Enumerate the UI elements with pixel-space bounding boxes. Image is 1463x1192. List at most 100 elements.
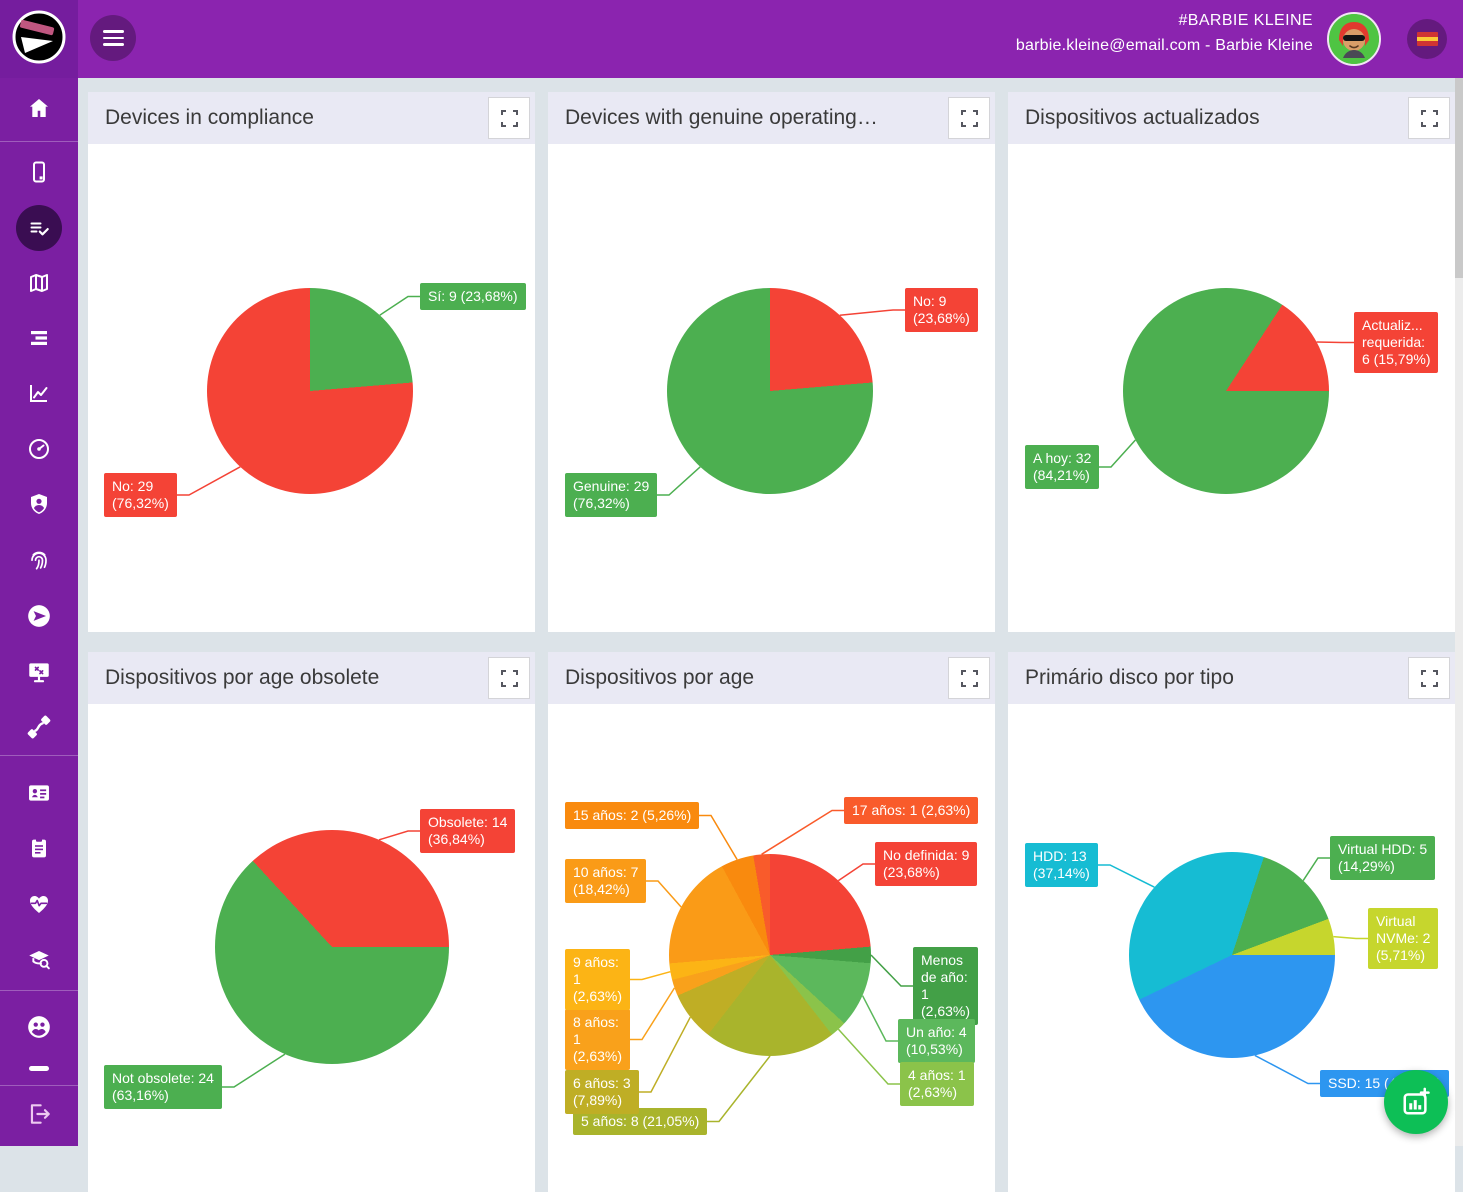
avatar[interactable]: [1327, 12, 1381, 66]
audit-search-icon: [29, 950, 50, 970]
card-title: Devices with genuine operating…: [565, 106, 878, 129]
fullscreen-icon: [960, 109, 978, 127]
expand-button[interactable]: [1408, 97, 1450, 139]
card-header: Primário disco por tipo: [1008, 652, 1455, 704]
app-logo[interactable]: [0, 0, 78, 78]
pandora-logo-icon: [12, 10, 66, 69]
slice-label: 10 años: 7 (18,42%): [565, 859, 647, 903]
card-age-obsolete: Dispositivos por age obsolete Obsolete: …: [88, 652, 535, 1192]
sidebar-item-audit[interactable]: [16, 936, 62, 982]
sidebar-item-cables[interactable]: [16, 704, 62, 750]
clipboard-icon: [32, 838, 46, 858]
dashboard-grid: Devices in compliance Sí: 9 (23,68%) No: …: [88, 92, 1455, 1192]
expand-button[interactable]: [1408, 657, 1450, 699]
sidebar-item-security[interactable]: [16, 481, 62, 527]
card-title: Dispositivos por age: [565, 666, 755, 689]
sidebar-item-map[interactable]: [16, 260, 62, 306]
pie[interactable]: [669, 854, 871, 1056]
pie-chart-devices-in-compliance: Sí: 9 (23,68%) No: 29 (76,32%): [88, 144, 535, 632]
avatar-image: [1329, 14, 1379, 64]
slice-label: Virtual NVMe: 2 (5,71%): [1368, 908, 1439, 969]
user-email-line: barbie.kleine@email.com - Barbie Kleine: [1015, 37, 1313, 54]
slice-label: HDD: 13 (37,14%): [1025, 843, 1098, 887]
spain-flag-icon: [1416, 32, 1438, 46]
card-header: Dispositivos actualizados: [1008, 92, 1455, 144]
sidebar-item-fingerprint[interactable]: [16, 537, 62, 583]
sidebar-item-software-inventory[interactable]: [16, 205, 62, 251]
scrollbar-thumb[interactable]: [1455, 78, 1463, 278]
slice-label: A hoy: 32 (84,21%): [1025, 445, 1100, 489]
slice-label: Menos de año: 1 (2,63%): [913, 947, 979, 1025]
pie[interactable]: [1123, 288, 1329, 494]
pie[interactable]: [1129, 852, 1335, 1058]
sidebar-item-id-card[interactable]: [16, 770, 62, 816]
slice-label: 5 años: 8 (21,05%): [573, 1108, 708, 1135]
slice-label: 15 años: 2 (5,26%): [565, 802, 700, 829]
slice-label: 8 años: 1 (2,63%): [565, 1009, 631, 1070]
group-name: #BARBIE KLEINE: [1178, 12, 1313, 29]
card-dispositivos-por-age: Dispositivos por age No definida: 9 (23,6…: [548, 652, 995, 1192]
sidebar-item-devices[interactable]: [16, 149, 62, 195]
menu-button[interactable]: [90, 15, 136, 61]
slice-label: Sí: 9 (23,68%): [420, 283, 526, 310]
card-title: Dispositivos actualizados: [1025, 106, 1260, 129]
map-icon: [30, 274, 48, 292]
expand-button[interactable]: [948, 657, 990, 699]
sidebar-item-home[interactable]: [16, 85, 62, 131]
sidebar-collapsed-dash[interactable]: [29, 1066, 49, 1071]
slice-label: 17 años: 1 (2,63%): [844, 797, 979, 824]
shield-user-icon: [31, 494, 47, 514]
slice-label: 6 años: 3 (7,89%): [565, 1070, 639, 1114]
home-icon: [30, 99, 48, 117]
pie[interactable]: [215, 830, 449, 1064]
sidebar-item-graphs[interactable]: [16, 370, 62, 416]
expand-button[interactable]: [488, 97, 530, 139]
send-icon: [28, 605, 50, 627]
fullscreen-icon: [500, 669, 518, 687]
sidebar-item-tasks[interactable]: [16, 825, 62, 871]
pie-chart-primario-disco: SSD: 15 (42,86%) HDD: 13 (37,14%) Virtual H…: [1008, 704, 1455, 1192]
slice-label: Actualiz... requerida: 6 (15,79%): [1354, 312, 1439, 373]
logout-icon: [30, 1104, 50, 1124]
slice-label: Virtual HDD: 5 (14,29%): [1330, 836, 1436, 880]
scrollbar-track[interactable]: [1455, 78, 1463, 1146]
top-bar: #BARBIE KLEINE barbie.kleine@email.com -…: [0, 0, 1463, 78]
sidebar-item-treeview[interactable]: [16, 315, 62, 361]
slice-label: 4 años: 1 (2,63%): [900, 1062, 974, 1106]
slice-label: Obsolete: 14 (36,84%): [420, 809, 516, 853]
card-title: Devices in compliance: [105, 106, 314, 129]
slice-label: Un año: 4 (10,53%): [898, 1019, 975, 1063]
pie-chart-age-obsolete: Obsolete: 14 (36,84%) Not obsolete: 24 (63,…: [88, 704, 535, 1192]
slice-label: No: 9 (23,68%): [905, 288, 978, 332]
heart-pulse-icon: [30, 896, 48, 913]
sidebar-item-remote-control[interactable]: [16, 649, 62, 695]
sidebar-divider: [0, 141, 78, 142]
sidebar-divider: [0, 990, 78, 991]
card-header: Dispositivos por age obsolete: [88, 652, 535, 704]
sidebar-item-deploy[interactable]: [16, 593, 62, 639]
line-chart-icon: [30, 385, 48, 402]
fullscreen-icon: [1420, 109, 1438, 127]
pie[interactable]: [667, 288, 873, 494]
language-flag-button[interactable]: [1407, 19, 1447, 59]
pie[interactable]: [207, 288, 413, 494]
sidebar-divider: [0, 755, 78, 756]
slice-label: No definida: 9 (23,68%): [875, 842, 978, 886]
expand-button[interactable]: [488, 657, 530, 699]
card-devices-in-compliance: Devices in compliance Sí: 9 (23,68%) No: …: [88, 92, 535, 632]
pie-chart-dispositivos-actualizados: Actualiz... requerida: 6 (15,79%) A hoy: 32…: [1008, 144, 1455, 632]
hamburger-icon: [102, 30, 124, 33]
sidebar-item-users[interactable]: [16, 1004, 62, 1050]
add-chart-fab[interactable]: [1384, 1070, 1448, 1134]
sidebar-item-dashboard[interactable]: [16, 426, 62, 472]
cable-icon: [27, 715, 51, 739]
sidebar-item-health[interactable]: [16, 881, 62, 927]
slice-label: No: 29 (76,32%): [104, 473, 177, 517]
card-dispositivos-actualizados: Dispositivos actualizados Actualiz... req…: [1008, 92, 1455, 632]
sidebar-item-logout[interactable]: [16, 1091, 62, 1137]
remote-desktop-icon: [29, 663, 49, 683]
fullscreen-icon: [1420, 669, 1438, 687]
expand-button[interactable]: [948, 97, 990, 139]
playlist-check-icon: [30, 222, 49, 236]
fullscreen-icon: [960, 669, 978, 687]
